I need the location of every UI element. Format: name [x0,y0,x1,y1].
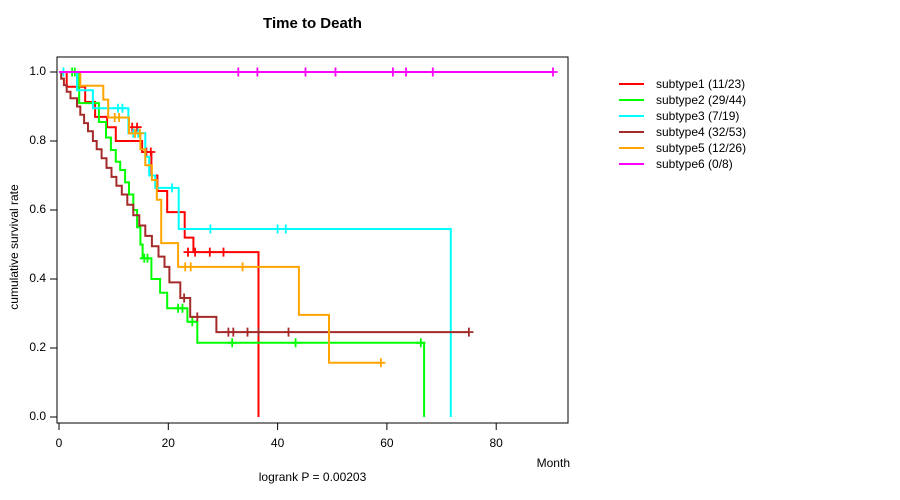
y-tick-label: 0.2 [29,340,46,354]
legend-label: subtype6 (0/8) [656,157,733,171]
x-tick-label: 40 [270,436,285,450]
legend-line-swatch [619,163,644,165]
series-subtype2-curve [59,71,426,417]
y-tick-label: 0.0 [29,409,46,423]
legend-item-subtype6: subtype6 (0/8) [619,156,746,172]
legend-label: subtype3 (7/19) [656,109,740,123]
series-subtype1-censor-marks [127,122,228,257]
legend-label: subtype2 (29/44) [656,93,747,107]
legend-label: subtype5 (12/26) [656,141,747,155]
series-subtype6-censor-marks [233,67,558,77]
y-tick-label: 0.4 [29,271,46,285]
logrank-annotation: logrank P = 0.00203 [258,470,367,484]
series-subtype4-curve [59,71,469,334]
legend-line-swatch [619,147,644,149]
legend-item-subtype2: subtype2 (29/44) [619,92,746,108]
series-subtype5-curve [59,71,381,364]
legend-item-subtype4: subtype4 (32/53) [619,124,746,140]
x-tick-label: 0 [55,436,63,450]
x-tick-label: 60 [380,436,394,450]
series-subtype5-censor-marks [110,113,386,368]
x-axis-label: Month [536,456,570,470]
x-tick-label: 20 [161,436,175,450]
legend-item-subtype5: subtype5 (12/26) [619,140,746,156]
legend-label: subtype4 (32/53) [656,125,747,139]
y-tick-label: 1.0 [29,64,46,78]
y-tick-label: 0.8 [29,133,46,147]
legend-line-swatch [619,115,644,117]
x-tick-label: 80 [489,436,503,450]
legend-label: subtype1 (11/23) [656,77,746,91]
series-subtype3-curve [59,71,452,417]
legend-item-subtype3: subtype3 (7/19) [619,108,746,124]
y-tick-label: 0.6 [29,202,46,216]
legend-item-subtype1: subtype1 (11/23) [619,76,746,92]
legend-line-swatch [619,83,644,85]
chart-title: Time to Death [263,15,362,32]
series-subtype4-censor-marks [179,293,474,337]
plot-frame [56,56,569,424]
legend: subtype1 (11/23) subtype2 (29/44) subtype3… [619,76,746,172]
legend-line-swatch [619,131,644,133]
legend-line-swatch [619,99,644,101]
series-subtype2-censor-marks [67,67,426,348]
